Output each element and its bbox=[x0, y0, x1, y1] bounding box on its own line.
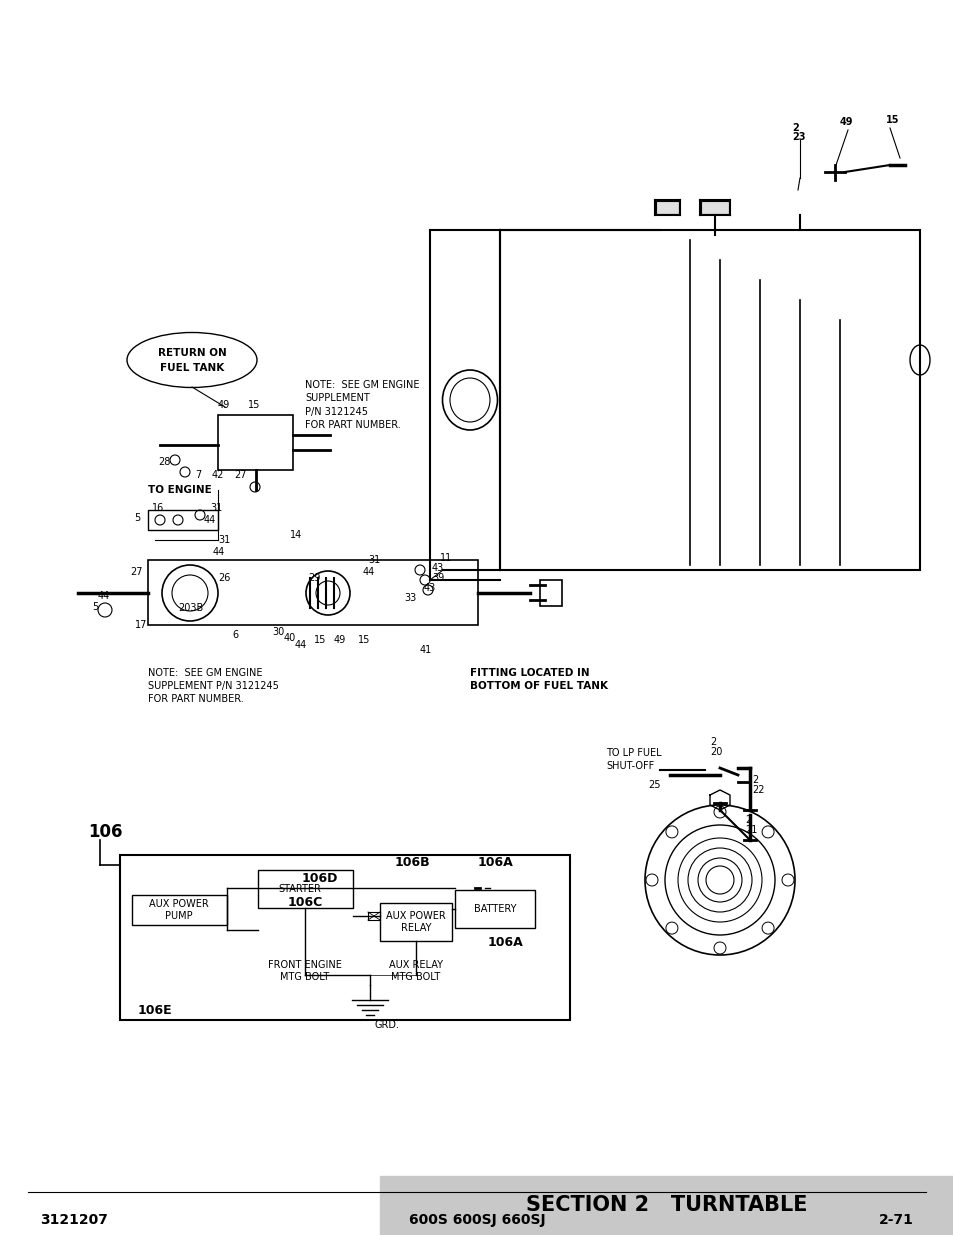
Text: FITTING LOCATED IN
BOTTOM OF FUEL TANK: FITTING LOCATED IN BOTTOM OF FUEL TANK bbox=[470, 668, 607, 692]
Text: 2: 2 bbox=[791, 124, 798, 133]
Text: NOTE:  SEE GM ENGINE
SUPPLEMENT
P/N 3121245
FOR PART NUMBER.: NOTE: SEE GM ENGINE SUPPLEMENT P/N 31212… bbox=[305, 380, 419, 430]
Text: 15: 15 bbox=[885, 115, 899, 125]
Text: 31: 31 bbox=[218, 535, 230, 545]
Text: 39: 39 bbox=[432, 573, 444, 583]
Text: AUX POWER
RELAY: AUX POWER RELAY bbox=[386, 911, 445, 932]
Text: 17: 17 bbox=[135, 620, 147, 630]
Text: 44: 44 bbox=[98, 592, 111, 601]
Text: 5: 5 bbox=[133, 513, 140, 522]
Text: AUX RELAY
MTG BOLT: AUX RELAY MTG BOLT bbox=[389, 960, 442, 982]
Text: GRD.: GRD. bbox=[375, 1020, 399, 1030]
Text: 2: 2 bbox=[744, 815, 750, 825]
Text: 27: 27 bbox=[233, 471, 246, 480]
Text: 25: 25 bbox=[647, 781, 659, 790]
Bar bbox=[148, 559, 477, 625]
Text: 11: 11 bbox=[439, 553, 452, 563]
Text: 15: 15 bbox=[248, 400, 260, 410]
Text: 26: 26 bbox=[218, 573, 230, 583]
Text: 22: 22 bbox=[751, 785, 763, 795]
Bar bbox=[499, 230, 919, 571]
Text: 44: 44 bbox=[204, 515, 216, 525]
Text: 106C: 106C bbox=[287, 895, 322, 909]
Text: 15: 15 bbox=[357, 635, 370, 645]
Text: 49: 49 bbox=[218, 400, 230, 410]
Bar bbox=[700, 201, 728, 214]
Text: 106A: 106A bbox=[476, 856, 513, 868]
Bar bbox=[379, 903, 452, 941]
Bar bbox=[379, 1176, 953, 1235]
Text: 3121207: 3121207 bbox=[40, 1213, 108, 1228]
Text: 31: 31 bbox=[368, 555, 380, 564]
Text: 14: 14 bbox=[290, 530, 302, 540]
Text: 44: 44 bbox=[213, 547, 225, 557]
Text: FRONT ENGINE
MTG BOLT: FRONT ENGINE MTG BOLT bbox=[268, 960, 341, 982]
Text: 27: 27 bbox=[130, 567, 142, 577]
Text: 21: 21 bbox=[744, 825, 757, 835]
Text: 15: 15 bbox=[314, 635, 326, 645]
Text: 2: 2 bbox=[751, 776, 758, 785]
Text: 106A: 106A bbox=[487, 935, 522, 948]
Bar bbox=[218, 415, 293, 471]
Bar bbox=[120, 855, 569, 1020]
Text: 30: 30 bbox=[272, 627, 284, 637]
Text: BATTERY: BATTERY bbox=[474, 904, 516, 914]
Text: 106D: 106D bbox=[301, 872, 337, 884]
Text: 43: 43 bbox=[423, 583, 436, 593]
Bar bbox=[148, 510, 218, 530]
Text: 44: 44 bbox=[363, 567, 375, 577]
Text: 2-71: 2-71 bbox=[879, 1213, 913, 1228]
Text: 2: 2 bbox=[709, 737, 716, 747]
Text: 600S 600SJ 660SJ: 600S 600SJ 660SJ bbox=[408, 1213, 545, 1228]
Bar bbox=[257, 869, 353, 908]
Text: STARTER: STARTER bbox=[278, 884, 321, 894]
Text: RETURN ON: RETURN ON bbox=[157, 348, 226, 358]
Text: 106B: 106B bbox=[394, 856, 430, 868]
Text: 33: 33 bbox=[403, 593, 416, 603]
Text: 7: 7 bbox=[194, 471, 201, 480]
Text: 40: 40 bbox=[284, 634, 296, 643]
Text: 5: 5 bbox=[91, 601, 98, 613]
Text: 43: 43 bbox=[432, 563, 444, 573]
Bar bbox=[539, 580, 561, 606]
Text: 20: 20 bbox=[709, 747, 721, 757]
Text: 106: 106 bbox=[88, 823, 122, 841]
Text: 203B: 203B bbox=[178, 603, 203, 613]
Text: TO LP FUEL
SHUT-OFF: TO LP FUEL SHUT-OFF bbox=[605, 748, 661, 771]
Bar bbox=[455, 890, 535, 927]
Text: 41: 41 bbox=[419, 645, 432, 655]
Text: 42: 42 bbox=[212, 471, 224, 480]
Bar bbox=[656, 201, 679, 214]
Text: 44: 44 bbox=[294, 640, 307, 650]
Text: FUEL TANK: FUEL TANK bbox=[160, 363, 224, 373]
Text: SECTION 2   TURNTABLE: SECTION 2 TURNTABLE bbox=[525, 1195, 807, 1215]
Text: 31: 31 bbox=[210, 503, 222, 513]
Text: 28: 28 bbox=[158, 457, 171, 467]
Text: 23: 23 bbox=[791, 132, 804, 142]
Bar bbox=[132, 895, 227, 925]
Text: 16: 16 bbox=[152, 503, 164, 513]
Text: 49: 49 bbox=[840, 117, 853, 127]
Text: 49: 49 bbox=[334, 635, 346, 645]
Text: NOTE:  SEE GM ENGINE
SUPPLEMENT P/N 3121245
FOR PART NUMBER.: NOTE: SEE GM ENGINE SUPPLEMENT P/N 31212… bbox=[148, 668, 278, 704]
Text: 29: 29 bbox=[308, 573, 320, 583]
Text: 106E: 106E bbox=[137, 1004, 172, 1016]
Text: AUX POWER
PUMP: AUX POWER PUMP bbox=[149, 899, 209, 921]
Text: TO ENGINE: TO ENGINE bbox=[148, 485, 212, 495]
Text: 6: 6 bbox=[232, 630, 238, 640]
